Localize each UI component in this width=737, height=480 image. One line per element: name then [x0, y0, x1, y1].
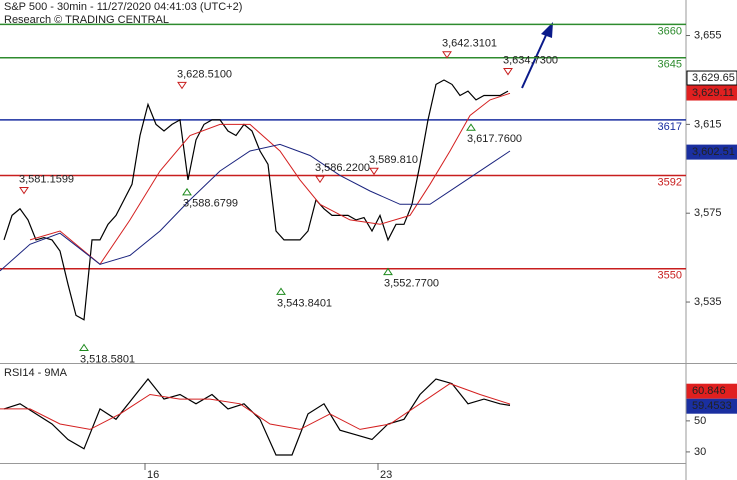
y-tick-label: 3,655 [694, 29, 722, 41]
chart-subtitle: Research © TRADING CENTRAL [4, 14, 169, 26]
price-label-box [686, 144, 737, 160]
high-marker [442, 51, 452, 59]
high-marker [315, 175, 325, 184]
annotation-label: 3,642.3101 [442, 38, 497, 50]
series-line [0, 383, 511, 430]
annotation-label: 3,518.5801 [80, 353, 135, 365]
projection-arrow [521, 32, 548, 89]
price-label: 3,629.65 [692, 72, 735, 84]
y-tick-label: 30 [694, 446, 706, 458]
low-marker [182, 187, 192, 196]
x-tick-label: 23 [380, 469, 392, 480]
high-marker [19, 187, 29, 195]
low-marker [79, 343, 89, 352]
price-label-box [686, 85, 737, 101]
annotation-label: 3,581.1599 [19, 173, 74, 185]
series-line [3, 79, 509, 321]
annotation-label: 3,543.8401 [277, 297, 332, 309]
y-tick-label: 50 [694, 415, 706, 427]
series-line [3, 378, 511, 456]
price-label: 59.4533 [692, 400, 732, 412]
level-label: 3617 [658, 121, 682, 133]
price-label: 3,629.11 [692, 87, 734, 99]
level-label: 3550 [658, 270, 682, 282]
low-marker [383, 267, 393, 276]
rsi-title: RSI14 - 9MA [4, 367, 68, 379]
low-marker [276, 287, 286, 295]
price-label: 3,602.51 [692, 146, 735, 158]
annotation-label: 3,589.810 [369, 154, 418, 166]
projection-arrowhead [541, 22, 553, 38]
level-label: 3660 [658, 25, 682, 37]
annotation-label: 3,634.7300 [503, 54, 558, 66]
price-label-box [686, 70, 737, 86]
price-label: 60.846 [692, 385, 726, 397]
high-marker [369, 167, 379, 176]
annotation-label: 3,588.6799 [183, 198, 238, 210]
series-line [29, 92, 511, 266]
low-marker [466, 123, 476, 131]
high-marker [503, 68, 513, 76]
y-tick-label: 3,615 [694, 118, 722, 130]
annotation-label: 3,617.7600 [467, 133, 522, 145]
series-line [0, 143, 511, 272]
annotation-label: 3,586.2200 [315, 162, 370, 174]
level-label: 3592 [658, 176, 682, 188]
annotation-label: 3,552.7700 [384, 277, 439, 289]
x-tick-label: 16 [147, 469, 159, 480]
level-label: 3645 [658, 59, 682, 71]
y-tick-label: 3,535 [694, 296, 722, 308]
price-label-box [686, 398, 737, 414]
price-label-box [686, 383, 737, 399]
y-tick-label: 3,575 [694, 207, 722, 219]
chart-title: S&P 500 - 30min - 11/27/2020 04:41:03 (U… [4, 1, 242, 13]
high-marker [177, 81, 187, 90]
annotation-label: 3,628.5100 [177, 68, 232, 80]
